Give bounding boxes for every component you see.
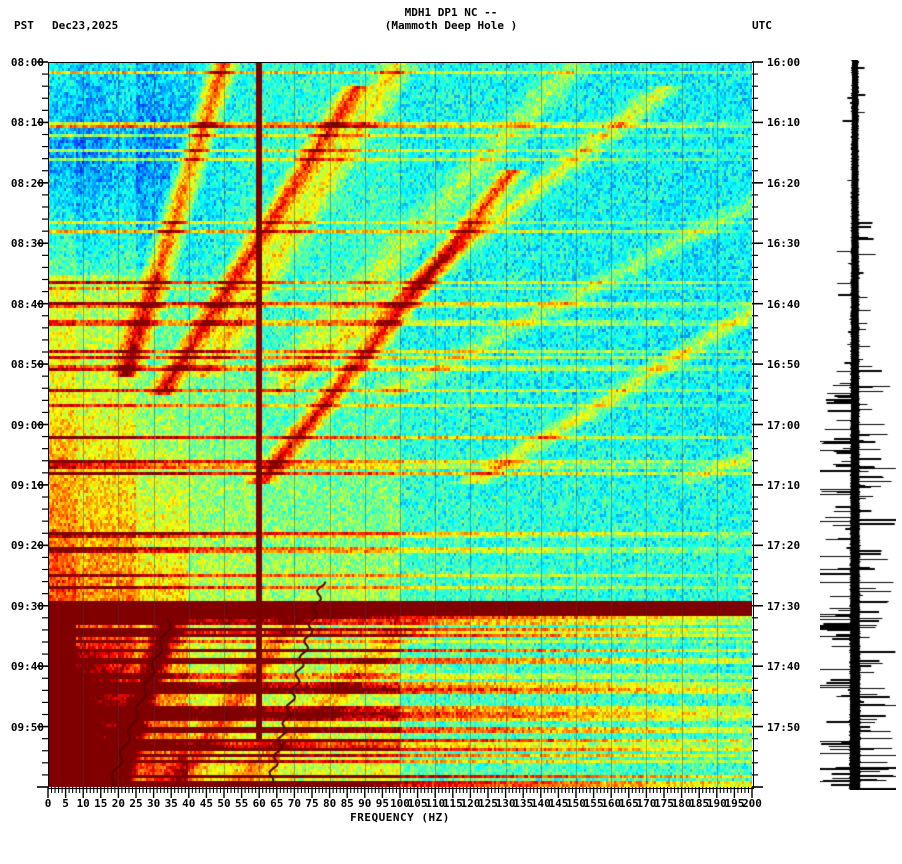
time-label-utc: 16:40 — [767, 299, 800, 310]
time-label-pst: 09:20 — [0, 540, 44, 551]
time-label-utc: 16:00 — [767, 57, 800, 68]
time-label-pst: 09:00 — [0, 420, 44, 431]
time-label-pst: 08:50 — [0, 359, 44, 370]
time-label-utc: 16:30 — [767, 238, 800, 249]
time-label-pst: 08:10 — [0, 117, 44, 128]
spectrogram-plot[interactable] — [48, 62, 752, 787]
time-label-pst: 09:40 — [0, 661, 44, 672]
frequency-axis-title: FREQUENCY (HZ) — [48, 811, 752, 824]
time-label-pst: 08:30 — [0, 238, 44, 249]
frequency-tick-label: 200 — [740, 798, 764, 809]
time-label-pst: 08:40 — [0, 299, 44, 310]
spectrogram-canvas — [48, 62, 752, 787]
header-band: PST Dec23,2025 MDH1 DP1 NC -- (Mammoth D… — [0, 0, 902, 40]
time-label-utc: 17:10 — [767, 480, 800, 491]
station-title: MDH1 DP1 NC -- — [0, 7, 902, 19]
time-label-pst: 08:00 — [0, 57, 44, 68]
time-label-utc: 16:20 — [767, 178, 800, 189]
time-label-pst: 09:50 — [0, 722, 44, 733]
time-label-utc: 17:30 — [767, 601, 800, 612]
time-label-utc: 17:00 — [767, 420, 800, 431]
time-label-utc: 17:40 — [767, 661, 800, 672]
seismogram-trace-canvas — [820, 60, 896, 790]
time-label-pst: 09:30 — [0, 601, 44, 612]
time-label-utc: 17:50 — [767, 722, 800, 733]
time-label-utc: 16:10 — [767, 117, 800, 128]
timezone-right-label: UTC — [752, 20, 772, 32]
time-label-pst: 08:20 — [0, 178, 44, 189]
time-label-utc: 17:20 — [767, 540, 800, 551]
seismogram-trace-panel — [820, 60, 896, 790]
time-label-utc: 16:50 — [767, 359, 800, 370]
time-label-pst: 09:10 — [0, 480, 44, 491]
